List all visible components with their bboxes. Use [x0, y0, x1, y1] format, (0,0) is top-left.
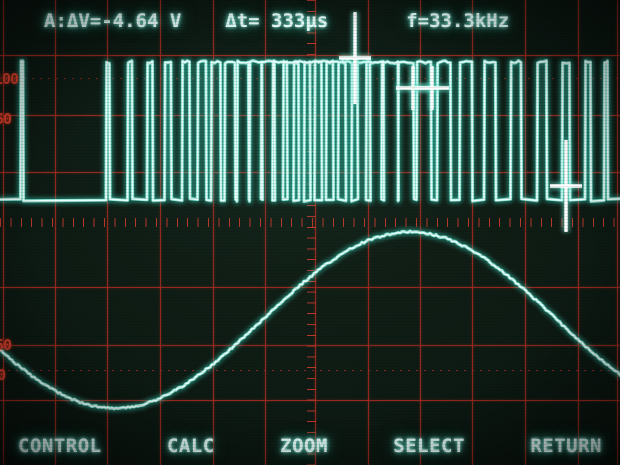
measurement-cursors	[339, 12, 582, 232]
scale-label-3: 0	[0, 366, 6, 384]
graticule-vline-7	[368, 0, 369, 465]
graticule-horizontal-axis	[0, 218, 620, 227]
sine-wave-trace	[0, 228, 620, 412]
graticule-vline-9	[472, 0, 473, 465]
scale-label-2: 50	[0, 336, 12, 354]
graticule-vline-11	[578, 0, 579, 465]
graticule-hline-0	[0, 55, 620, 56]
graticule-vline-10	[525, 0, 526, 465]
readout-delta-t: Δt= 333µs	[225, 10, 329, 32]
softkey-select[interactable]: SELECT	[393, 435, 465, 457]
graticule-vline-2	[107, 0, 108, 465]
graticule-hline-2	[0, 172, 620, 173]
graticule-vline-4	[213, 0, 214, 465]
graticule-hline-1	[0, 115, 620, 116]
graticule-hline-5	[0, 400, 620, 401]
graticule-hline-4	[0, 345, 620, 346]
pwm-pulse-train-trace	[0, 57, 620, 205]
graticule-vline-8	[420, 0, 421, 465]
graticule-vline-5	[265, 0, 266, 465]
cursor-3-crosshair-icon[interactable]	[415, 66, 449, 110]
measurement-readout: A:ΔV=-4.64 V Δt= 333µs f=33.3kHz	[0, 8, 620, 34]
graticule-vline-3	[160, 0, 161, 465]
cursor-2-crosshair-icon[interactable]	[396, 66, 430, 110]
readout-frequency: f=33.3kHz	[406, 10, 510, 32]
softkey-zoom[interactable]: ZOOM	[280, 435, 328, 457]
scale-label-1: 50	[0, 110, 12, 128]
graticule-vline-12	[617, 0, 618, 465]
graticule-hdotted-0	[0, 78, 620, 79]
graticule-hline-3	[0, 287, 620, 288]
graticule-vertical-axis	[307, 0, 316, 465]
softkey-return[interactable]: RETURN	[530, 435, 602, 457]
cursor-4-crosshair-icon[interactable]	[550, 140, 582, 232]
softkey-control[interactable]: CONTROL	[18, 435, 102, 457]
graticule-hdotted-1	[0, 370, 620, 371]
softkey-calc[interactable]: CALC	[166, 435, 215, 457]
readout-delta-v: A:ΔV=-4.64 V	[44, 10, 182, 32]
graticule-vline-6	[315, 0, 316, 465]
graticule-vline-1	[55, 0, 56, 465]
softkey-menu: CONTROL CALC ZOOM SELECT RETURN	[0, 431, 620, 461]
scale-label-0: 100	[0, 70, 19, 88]
